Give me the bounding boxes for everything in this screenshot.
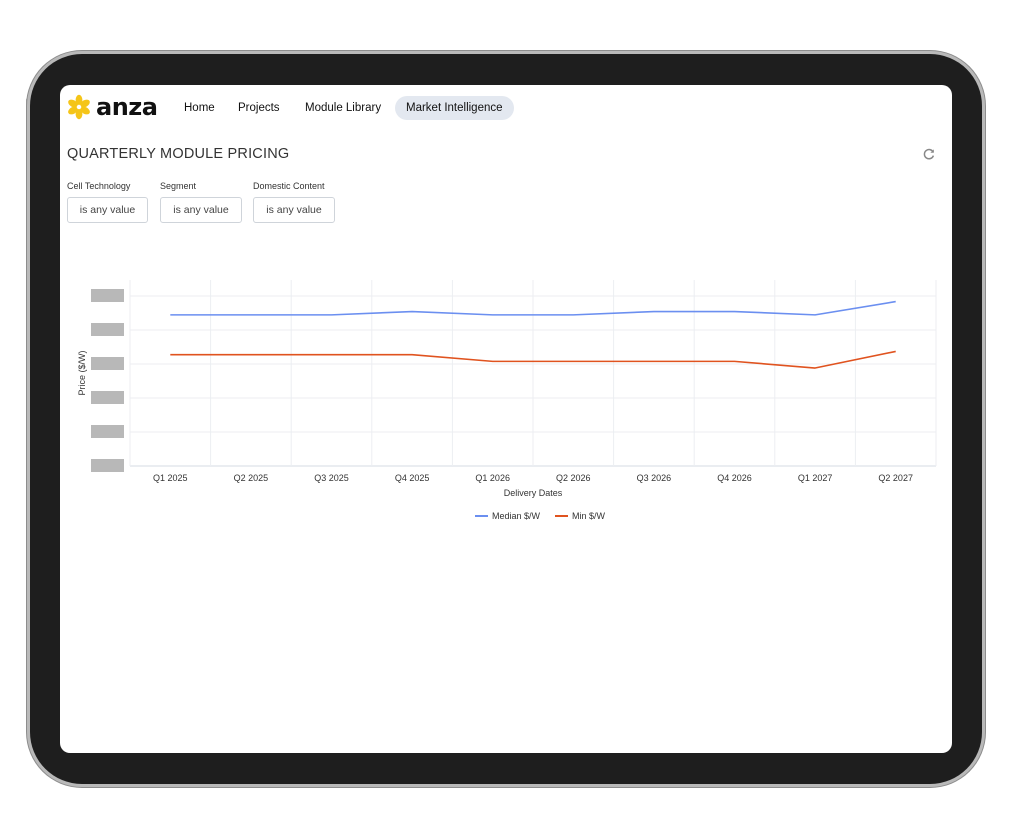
y-axis-label: Price ($/W) (77, 350, 87, 395)
x-tick-label: Q4 2026 (717, 473, 752, 483)
x-tick-label: Q4 2025 (395, 473, 430, 483)
nav-home[interactable]: Home (184, 102, 215, 114)
legend-item-median[interactable]: Median $/W (475, 511, 540, 521)
x-tick-label: Q1 2025 (153, 473, 188, 483)
x-tick-label: Q2 2026 (556, 473, 591, 483)
nav-market-intelligence[interactable]: Market Intelligence (395, 96, 514, 120)
filter-segment[interactable]: is any value (160, 197, 242, 223)
x-tick-label: Q1 2027 (798, 473, 833, 483)
nav-projects[interactable]: Projects (238, 102, 280, 114)
y-tick-label-redacted (91, 289, 124, 302)
filter-label-domestic-content: Domestic Content (253, 181, 325, 191)
series-line-min[interactable] (170, 350, 896, 369)
sun-logo-icon (68, 94, 90, 120)
x-tick-label: Q1 2026 (475, 473, 510, 483)
app-screen: anza Home Projects Module Library Market… (60, 85, 952, 753)
x-tick-label: Q2 2025 (234, 473, 269, 483)
nav-module-library[interactable]: Module Library (305, 102, 382, 114)
filter-label-cell-technology: Cell Technology (67, 181, 131, 191)
y-tick-label-redacted (91, 323, 124, 336)
brand-name: anza (96, 93, 158, 121)
y-tick-label-redacted (91, 357, 124, 370)
x-axis-label: Delivery Dates (504, 488, 563, 498)
y-tick-label-redacted (91, 425, 124, 438)
tablet-top-button-left (98, 50, 130, 54)
legend-label-min: Min $/W (572, 511, 606, 521)
legend-swatch-min (555, 515, 568, 517)
tablet-side-button (26, 98, 30, 136)
brand-logo[interactable]: anza (66, 93, 158, 121)
pricing-line-chart: Price ($/W) Q1 2025 Q2 2025 Q3 2025 Q4 2025 Q… (77, 280, 937, 498)
legend-swatch-median (475, 515, 488, 517)
y-tick-label-redacted (91, 391, 124, 404)
y-tick-label-redacted (91, 459, 124, 472)
tablet-top-button-right (137, 50, 169, 54)
filter-label-segment: Segment (160, 181, 197, 191)
x-tick-label: Q3 2026 (637, 473, 672, 483)
filter-domestic-content[interactable]: is any value (253, 197, 335, 223)
x-tick-label: Q2 2027 (878, 473, 913, 483)
refresh-icon[interactable] (922, 147, 936, 161)
filter-cell-technology[interactable]: is any value (67, 197, 148, 223)
legend-label-median: Median $/W (492, 511, 541, 521)
top-nav: anza Home Projects Module Library Market… (60, 85, 952, 129)
x-tick-label: Q3 2025 (314, 473, 349, 483)
legend-item-min[interactable]: Min $/W (555, 511, 605, 521)
series-line-median[interactable] (170, 300, 896, 316)
page-title: QUARTERLY MODULE PRICING (67, 146, 290, 162)
